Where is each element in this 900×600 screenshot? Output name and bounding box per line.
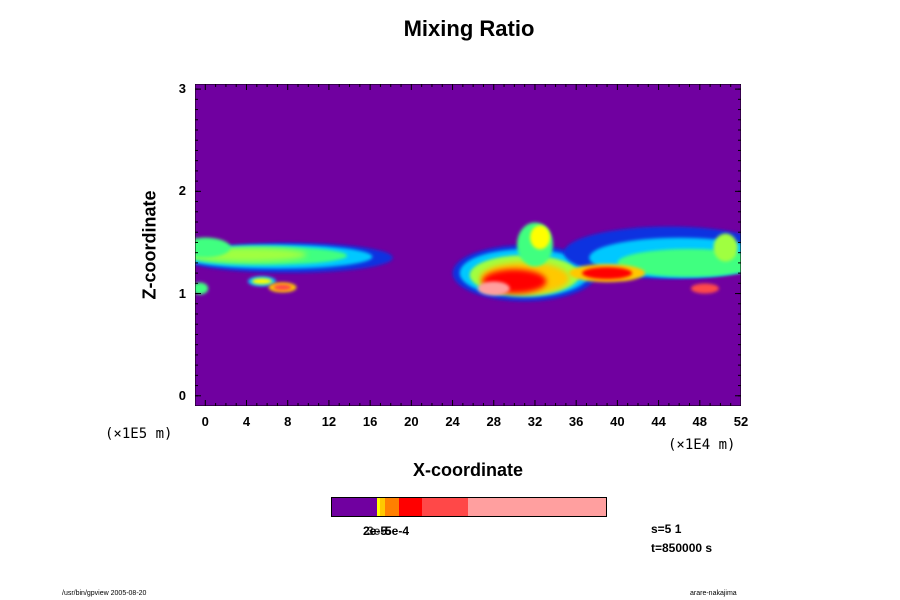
contour-blob <box>195 237 231 258</box>
heatmap-plot <box>195 84 741 406</box>
x-tick-label: 24 <box>445 414 460 429</box>
x-tick-label: 4 <box>242 414 251 429</box>
x-tick-label: 20 <box>404 414 419 429</box>
x-tick-label: 28 <box>486 414 501 429</box>
x-tick-label: 48 <box>692 414 708 429</box>
contour-blob <box>617 248 741 277</box>
y-scale-label: (×1E5 m) <box>105 426 173 442</box>
x-tick-label: 36 <box>568 414 584 429</box>
footer-right: arare-nakajima <box>690 590 737 597</box>
y-tick-label: 1 <box>178 285 186 301</box>
colorbar <box>331 497 607 517</box>
x-scale-label: (×1E4 m) <box>668 437 736 453</box>
y-tick-label: 2 <box>178 183 186 199</box>
y-tick-label: 3 <box>178 81 186 97</box>
x-tick-label: 44 <box>651 414 666 429</box>
contour-blob <box>477 281 510 296</box>
colorbar-segment <box>467 498 606 516</box>
axis-ticks <box>195 84 741 406</box>
info-time: t=850000 s <box>651 541 713 555</box>
x-tick-label: 8 <box>284 414 292 429</box>
mixing-ratio-field <box>195 222 741 302</box>
contour-blob <box>251 278 272 285</box>
x-tick-label: 52 <box>733 414 749 429</box>
y-axis-label: Z-coordinate <box>139 190 160 300</box>
y-tick-label: 0 <box>178 387 186 403</box>
x-tick-label: 40 <box>610 414 625 429</box>
x-tick-label: 0 <box>201 414 209 429</box>
colorbar-label: 5e-4 <box>385 524 410 538</box>
contour-blob <box>713 233 738 262</box>
colorbar-label: 2e-5 <box>363 524 388 538</box>
x-tick-label: 16 <box>362 414 378 429</box>
colorbar-segment <box>332 498 379 516</box>
chart-title: Mixing Ratio <box>403 16 535 41</box>
colorbar-segment <box>422 498 469 516</box>
contour-blob <box>195 282 209 295</box>
contour-blob <box>273 284 292 291</box>
x-tick-label: 32 <box>527 414 543 429</box>
footer-left: /usr/bin/gpview 2005-08-20 <box>62 590 147 597</box>
colorbar-label: 3e-5 <box>367 524 392 538</box>
contour-blob <box>530 225 551 250</box>
contour-blob <box>690 283 719 294</box>
info-s: s=5 1 <box>651 522 682 536</box>
x-tick-label: 12 <box>321 414 337 429</box>
contour-blob <box>582 267 633 280</box>
x-axis-label: X-coordinate <box>412 460 523 480</box>
colorbar-segment <box>385 498 401 516</box>
colorbar-segment <box>399 498 424 516</box>
